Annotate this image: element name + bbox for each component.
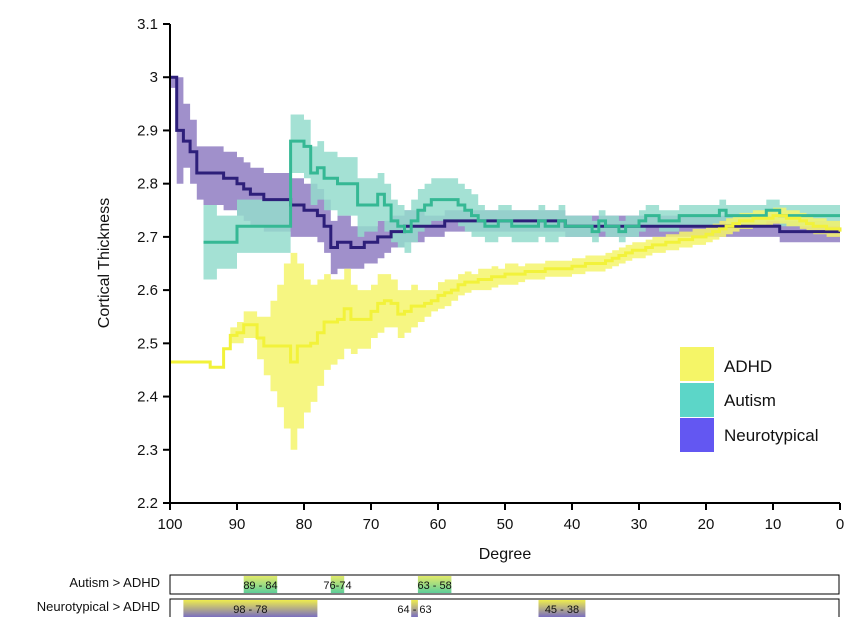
x-tick-label: 80: [296, 516, 313, 533]
x-ticks: 100 90 80 70 60 50 40 30 20 10 0: [157, 503, 844, 533]
x-tick-label: 10: [765, 516, 782, 533]
y-tick-label: 2.2: [137, 495, 158, 512]
legend: ADHD Autism Neurotypical: [680, 347, 819, 452]
legend-swatch-autism: [680, 383, 714, 417]
legend-swatch-adhd: [680, 347, 714, 381]
y-tick-label: 2.6: [137, 282, 158, 299]
line-adhd: [170, 214, 842, 369]
x-axis-title: Degree: [479, 546, 532, 563]
track-box-neurotypical-adhd: [169, 598, 840, 617]
legend-label-neurotypical: Neurotypical: [724, 426, 819, 445]
x-tick-label: 60: [430, 516, 447, 533]
legend-label-autism: Autism: [724, 391, 776, 410]
y-ticks: 2.2 2.3 2.4 2.5 2.6 2.7 2.8 2.9 3 3.1: [137, 16, 170, 512]
legend-swatch-neurotypical: [680, 418, 714, 452]
significance-segment-label: 98 - 78: [233, 604, 267, 616]
significance-segment-label: 45 - 38: [545, 604, 579, 616]
significance-track-neurotypical-adhd: Neurotypical > ADHD 98 - 78 64 - 63 45 - 3…: [37, 598, 840, 617]
x-tick-label: 90: [229, 516, 246, 533]
x-tick-label: 20: [698, 516, 715, 533]
track-label-autism-adhd: Autism > ADHD: [69, 575, 160, 590]
significance-segment-label: 76-74: [323, 580, 351, 592]
significance-segment: [330, 576, 345, 593]
y-tick-label: 2.9: [137, 122, 158, 139]
x-tick-label: 0: [836, 516, 844, 533]
y-tick-label: 3.1: [137, 16, 158, 33]
y-tick-label: 2.3: [137, 442, 158, 459]
x-tick-label: 50: [497, 516, 514, 533]
significance-segment-label: 89 - 84: [243, 580, 277, 592]
y-tick-label: 2.7: [137, 229, 158, 246]
significance-track-autism-adhd: Autism > ADHD 89 - 84 76-74 63 - 58: [69, 574, 840, 595]
significance-segment: [411, 600, 418, 617]
x-tick-label: 30: [631, 516, 648, 533]
y-tick-label: 2.5: [137, 335, 158, 352]
x-tick-label: 40: [564, 516, 581, 533]
significance-segment: [417, 576, 452, 593]
legend-label-adhd: ADHD: [724, 357, 772, 376]
significance-segment: [183, 600, 318, 617]
line-neurotypical: [170, 75, 840, 249]
y-tick-label: 2.4: [137, 389, 158, 406]
series-lines: [170, 75, 842, 369]
y-axis-title: Cortical Thickness: [96, 198, 113, 328]
band-autism: [203, 114, 840, 280]
line-autism: [203, 139, 840, 244]
y-tick-label: 3: [150, 69, 158, 86]
significance-segment: [243, 576, 278, 593]
significance-segment: [538, 600, 586, 617]
significance-segment-label: 64 - 63: [397, 604, 431, 616]
band-adhd: [170, 207, 840, 450]
y-tick-label: 2.8: [137, 176, 158, 193]
track-label-neurotypical-adhd: Neurotypical > ADHD: [37, 599, 160, 614]
x-tick-label: 100: [157, 516, 182, 533]
x-tick-label: 70: [363, 516, 380, 533]
significance-segment-label: 63 - 58: [418, 580, 452, 592]
